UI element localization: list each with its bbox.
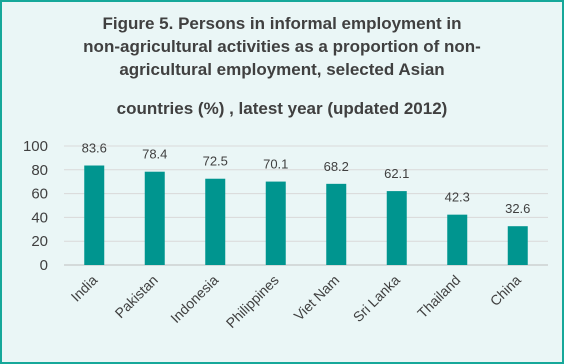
- x-tick-label: Viet Nam: [291, 272, 343, 324]
- x-tick-label: Indonesia: [167, 272, 221, 326]
- chart-title-line-2: non-agricultural activities as a proport…: [83, 37, 481, 56]
- x-tick-label: India: [68, 272, 101, 305]
- data-label: 83.6: [82, 141, 107, 156]
- x-tick-label: Thailand: [414, 272, 463, 321]
- x-tick-label: Philippines: [223, 272, 282, 331]
- y-tick-label: 0: [40, 257, 48, 274]
- y-tick-label: 80: [31, 162, 48, 179]
- bar: [144, 171, 165, 265]
- chart-title-line-4: countries (%) , latest year (updated 201…: [116, 99, 448, 118]
- bar: [386, 191, 407, 265]
- x-tick-label: Pakistan: [112, 272, 161, 321]
- bar: [265, 181, 286, 265]
- y-tick-label: 60: [31, 186, 48, 203]
- data-label: 78.4: [142, 147, 167, 162]
- bar: [205, 178, 226, 265]
- bar: [326, 183, 347, 265]
- data-label: 72.5: [203, 154, 228, 169]
- bar: [447, 214, 468, 265]
- data-label: 62.1: [384, 166, 409, 181]
- bar: [507, 226, 528, 265]
- data-label: 42.3: [445, 190, 470, 205]
- x-tick-label: China: [487, 272, 524, 309]
- data-label: 32.6: [505, 201, 530, 216]
- data-label: 70.1: [263, 157, 288, 172]
- x-tick-label: Sri Lanka: [350, 272, 403, 325]
- y-tick-label: 20: [31, 233, 48, 250]
- chart-title-line-3: agricultural employment, selected Asian: [119, 60, 445, 79]
- y-tick-label: 100: [23, 138, 48, 155]
- bar: [84, 165, 105, 265]
- y-tick-label: 40: [31, 209, 48, 226]
- data-label: 68.2: [324, 159, 349, 174]
- chart-title-line-1: Figure 5. Persons in informal employment…: [102, 14, 462, 33]
